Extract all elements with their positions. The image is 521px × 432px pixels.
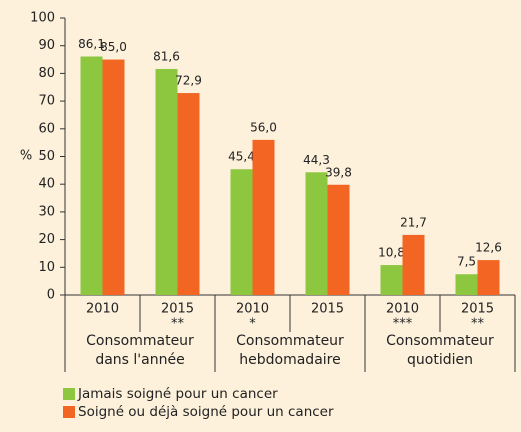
x-tick-label: 2015 xyxy=(161,302,194,317)
bar xyxy=(252,139,275,295)
y-tick-label: 50 xyxy=(38,149,55,164)
value-label: 39,8 xyxy=(325,165,352,179)
legend-label: Jamais soigné pour un cancer xyxy=(77,386,278,402)
significance-marker: ** xyxy=(171,317,185,332)
group-label: Consommateur xyxy=(386,333,494,349)
value-label: 81,6 xyxy=(153,49,180,63)
bar xyxy=(230,169,253,295)
significance-marker: ** xyxy=(471,317,485,332)
bar xyxy=(305,172,328,295)
y-tick-label: 70 xyxy=(38,94,55,109)
y-tick-label: 80 xyxy=(38,66,55,81)
group-label: dans l'année xyxy=(95,352,184,368)
x-tick-label: 2010 xyxy=(236,302,269,317)
value-label: 72,9 xyxy=(175,74,202,88)
bar xyxy=(455,274,478,295)
y-tick-label: 0 xyxy=(47,288,55,303)
y-tick-label: 40 xyxy=(38,177,55,192)
bar xyxy=(477,260,500,295)
group-label: quotidien xyxy=(407,352,473,368)
bar xyxy=(380,265,403,295)
value-label: 21,7 xyxy=(400,215,427,229)
value-label: 56,0 xyxy=(250,120,277,134)
significance-marker: * xyxy=(249,317,256,332)
group-label: Consommateur xyxy=(236,333,344,349)
value-label: 12,6 xyxy=(475,241,502,255)
group-label: Consommateur xyxy=(86,333,194,349)
bar xyxy=(327,184,350,295)
bar xyxy=(102,59,125,295)
value-label: 86,1 xyxy=(78,37,105,51)
y-tick-label: 30 xyxy=(38,204,55,219)
bar xyxy=(155,68,178,295)
y-tick-label: 100 xyxy=(30,11,55,26)
y-tick-label: 20 xyxy=(38,232,55,247)
legend-label: Soigné ou déjà soigné pour un cancer xyxy=(78,404,334,420)
bar xyxy=(80,56,103,296)
value-label: 10,8 xyxy=(378,246,405,260)
group-label: hebdomadaire xyxy=(239,352,340,368)
y-tick-label: 90 xyxy=(38,38,55,53)
value-label: 85,0 xyxy=(100,40,127,54)
legend-swatch xyxy=(63,406,75,418)
y-tick-label: 60 xyxy=(38,121,55,136)
value-label: 44,3 xyxy=(303,153,330,167)
y-tick-label: 10 xyxy=(38,260,55,275)
bar xyxy=(402,234,425,295)
x-tick-label: 2010 xyxy=(86,302,119,317)
value-label: 45,4 xyxy=(228,150,255,164)
y-axis-label: % xyxy=(20,149,32,164)
significance-marker: *** xyxy=(393,317,413,332)
x-tick-label: 2015 xyxy=(311,302,344,317)
x-tick-label: 2015 xyxy=(461,302,494,317)
bar xyxy=(177,93,200,295)
x-tick-label: 2010 xyxy=(386,302,419,317)
value-label: 7,5 xyxy=(457,255,476,269)
legend-swatch xyxy=(63,388,75,400)
